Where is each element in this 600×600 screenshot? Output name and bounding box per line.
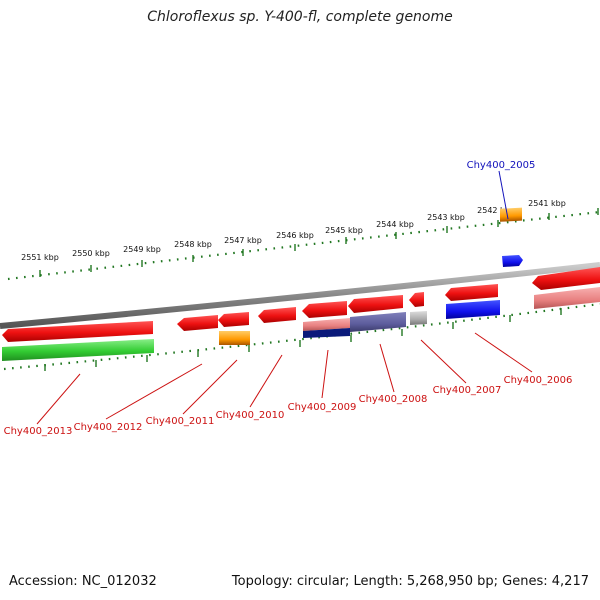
cds-arrow-chy400-2005[interactable]	[502, 255, 523, 267]
cds-arrow-chy400-2009-a[interactable]	[348, 295, 403, 313]
cds-arrow-chy400-2013[interactable]	[177, 315, 218, 331]
genome-backbone	[0, 262, 600, 329]
gene-label[interactable]: Chy400_2007	[433, 385, 502, 396]
gene-feature-chy400-2014-green[interactable]	[2, 339, 154, 361]
gene-feature-chy400-2010-navy[interactable]	[303, 328, 350, 338]
cds-arrow-chy400-2011[interactable]	[258, 307, 296, 323]
inner-major-ticks	[44, 308, 562, 371]
scale-label: 2543 kbp	[427, 213, 465, 222]
gene-feature-chy400-2007[interactable]	[446, 300, 500, 319]
gene-feature-chy400-2012-orange[interactable]	[219, 331, 250, 345]
gene-label[interactable]: Chy400_2013	[4, 426, 73, 437]
gene-feature-chy400-2008[interactable]	[410, 311, 427, 325]
gene-feature-chy400-2005[interactable]	[500, 207, 522, 222]
gene-feature-chy400-2009-slate[interactable]	[350, 312, 406, 332]
accession-text: Accession: NC_012032	[9, 574, 157, 589]
gene-label[interactable]: Chy400_2008	[359, 394, 428, 405]
cds-arrow-chy400-2012[interactable]	[218, 312, 249, 327]
scale-label: 2541 kbp	[528, 199, 566, 208]
gene-label[interactable]: Chy400_2009	[288, 402, 357, 413]
cds-arrow-chy400-2008[interactable]	[409, 292, 424, 307]
scale-label: 2544 kbp	[376, 220, 414, 229]
outer-major-ticks	[39, 208, 599, 277]
gene-label[interactable]: Chy400_2006	[504, 375, 573, 386]
scale-label: 2550 kbp	[72, 249, 110, 258]
scale-label: 2551 kbp	[21, 253, 59, 262]
scale-label: 2547 kbp	[224, 236, 262, 245]
outer-scale-ruler	[7, 210, 600, 281]
map-title: Chloroflexus sp. Y-400-fl, complete geno…	[147, 9, 453, 25]
genome-summary-text: Topology: circular; Length: 5,268,950 bp…	[231, 574, 589, 589]
scale-label: 2546 kbp	[276, 231, 314, 240]
gene-label[interactable]: Chy400_2005	[467, 160, 536, 171]
scale-label: 2549 kbp	[123, 245, 161, 254]
gene-labels: Chy400_2005 Chy400_2006 Chy400_2007 Chy4…	[4, 160, 573, 437]
cds-arrow-chy400-2010-a[interactable]	[302, 301, 347, 318]
cds-arrow-chy400-2014[interactable]	[2, 321, 153, 342]
gene-label[interactable]: Chy400_2012	[74, 422, 143, 433]
gene-feature-chy400-2006[interactable]	[534, 287, 600, 309]
cds-arrow-chy400-2007[interactable]	[445, 284, 498, 301]
gene-label[interactable]: Chy400_2010	[216, 410, 285, 421]
cds-arrow-chy400-2006[interactable]	[532, 267, 600, 290]
gene-label[interactable]: Chy400_2011	[146, 416, 215, 427]
scale-labels: 2551 kbp 2550 kbp 2549 kbp 2548 kbp 2547…	[21, 199, 566, 262]
scale-label: 2548 kbp	[174, 240, 212, 249]
scale-label: 2545 kbp	[325, 226, 363, 235]
scale-label: 2542 kbp	[477, 206, 515, 215]
callout-lines	[36, 170, 533, 425]
gene-feature-chy400-2010-pink[interactable]	[303, 318, 350, 331]
